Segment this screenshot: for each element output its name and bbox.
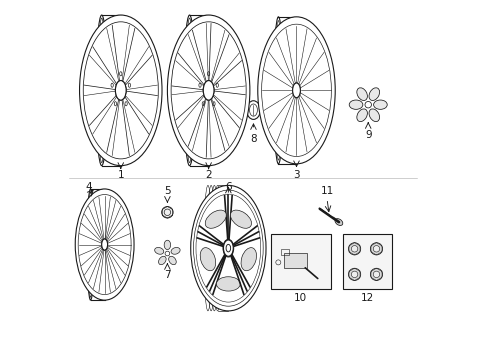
Ellipse shape	[190, 185, 265, 311]
Text: 2: 2	[205, 170, 211, 180]
Ellipse shape	[373, 100, 386, 109]
Ellipse shape	[75, 189, 134, 300]
Bar	[271, 234, 330, 289]
Ellipse shape	[203, 81, 214, 100]
Ellipse shape	[348, 100, 362, 109]
Ellipse shape	[203, 81, 214, 100]
Ellipse shape	[368, 109, 379, 122]
Bar	[283, 253, 306, 268]
Ellipse shape	[257, 17, 335, 164]
Text: 11: 11	[320, 186, 333, 196]
Ellipse shape	[246, 101, 260, 120]
Ellipse shape	[292, 83, 300, 98]
Ellipse shape	[164, 240, 170, 249]
Ellipse shape	[356, 109, 366, 122]
Ellipse shape	[372, 271, 379, 278]
Text: 10: 10	[294, 293, 307, 303]
Text: 6: 6	[224, 182, 231, 192]
Text: 12: 12	[360, 293, 373, 303]
Ellipse shape	[102, 239, 107, 250]
Ellipse shape	[369, 268, 382, 280]
Ellipse shape	[165, 251, 169, 256]
Ellipse shape	[351, 246, 357, 252]
Text: 1: 1	[117, 170, 124, 180]
Ellipse shape	[356, 88, 366, 100]
Ellipse shape	[167, 15, 249, 166]
Ellipse shape	[162, 207, 173, 218]
Text: 4: 4	[85, 182, 92, 192]
Ellipse shape	[368, 88, 379, 100]
Ellipse shape	[223, 240, 233, 256]
Text: 8: 8	[250, 134, 256, 144]
Ellipse shape	[205, 210, 226, 228]
Ellipse shape	[230, 210, 251, 228]
Ellipse shape	[80, 15, 162, 166]
Ellipse shape	[241, 248, 256, 271]
Ellipse shape	[292, 83, 300, 98]
Ellipse shape	[200, 248, 215, 271]
Ellipse shape	[102, 239, 107, 250]
Ellipse shape	[115, 81, 126, 100]
Text: 5: 5	[164, 186, 170, 196]
Text: 9: 9	[364, 130, 371, 140]
Ellipse shape	[223, 239, 233, 257]
Ellipse shape	[216, 277, 240, 291]
Ellipse shape	[348, 243, 360, 255]
Ellipse shape	[171, 247, 180, 254]
Bar	[281, 249, 288, 255]
Ellipse shape	[154, 247, 163, 254]
Ellipse shape	[348, 268, 360, 280]
Text: 3: 3	[293, 170, 299, 180]
Ellipse shape	[351, 271, 357, 278]
Ellipse shape	[334, 219, 342, 225]
Ellipse shape	[369, 243, 382, 255]
Ellipse shape	[168, 256, 176, 265]
Ellipse shape	[372, 246, 379, 252]
Ellipse shape	[364, 102, 371, 108]
Text: 7: 7	[164, 270, 170, 280]
Ellipse shape	[158, 256, 166, 265]
Ellipse shape	[115, 81, 126, 100]
Bar	[343, 234, 391, 289]
